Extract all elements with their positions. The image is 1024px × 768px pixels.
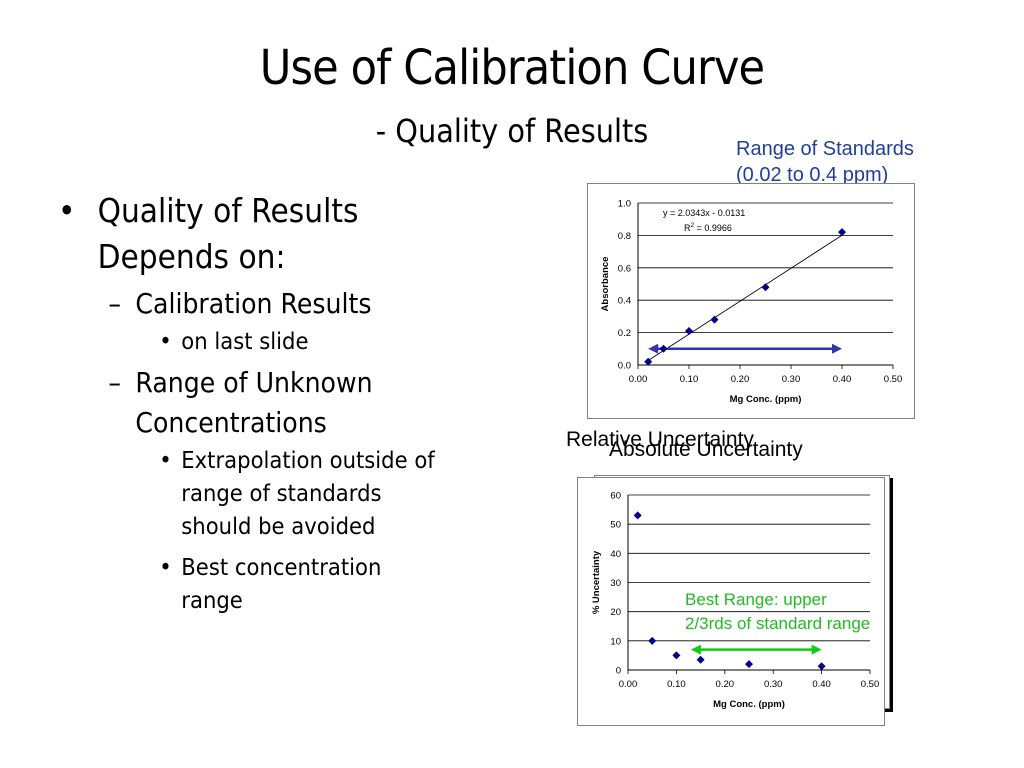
slide-subtitle: - Quality of Results (375, 112, 649, 150)
bullet-text-line: Concentrations (135, 406, 327, 439)
bullet-text-line: range of standards (181, 481, 382, 507)
best-range-arrow (690, 644, 822, 655)
y-tick-label: 20 (610, 607, 621, 618)
y-tick-label: 0.8 (618, 231, 631, 242)
bullet-dash-icon: – (108, 287, 121, 320)
bullet-quality-of-results: • Quality of Results Depends on: (58, 188, 472, 280)
bullet-extrapolation: • Extrapolation outside of range of stan… (58, 445, 481, 544)
bullet-text-line: Quality of Results (97, 191, 359, 230)
bullet-text-line: Range of Unknown (135, 366, 373, 399)
data-point (838, 228, 846, 237)
data-point (696, 655, 705, 664)
y-tick-label: 50 (610, 520, 621, 531)
bullet-dash-icon: – (108, 366, 121, 399)
calibration-chart-frame: 0.0 0.2 0.4 0.6 0.8 1.0 0.00 0.10 0.20 0.30 0.40 0.… (587, 183, 915, 419)
bullet-text-line: should be avoided (181, 514, 376, 540)
uncertainty-chart: 0 10 20 30 40 50 60 0.00 0.10 0.20 0.30 0.40 0.50 Mg … (591, 491, 880, 711)
y-tick-label: 40 (610, 549, 621, 560)
bullet-text-line: range (181, 588, 243, 614)
best-range-arrow-head-left (690, 644, 701, 655)
y-tick-label: 10 (610, 636, 621, 647)
data-point (817, 662, 826, 671)
bullet-text-line: Calibration Results (135, 287, 372, 320)
bullet-text-line: on last slide (181, 329, 309, 355)
y-tick-label: 1.0 (618, 199, 631, 210)
bullet-dot-icon: • (58, 191, 76, 230)
x-axis-label: Mg Conc. (ppm) (730, 394, 802, 405)
bullet-text-line: Extrapolation outside of (181, 448, 435, 474)
bullet-text-line: Depends on: (97, 237, 286, 276)
bullet-range-of-unknown: – Range of Unknown Concentrations (58, 363, 472, 443)
x-axis-label: Mg Conc. (ppm) (713, 699, 785, 710)
best-range-arrow-head-right (811, 644, 822, 655)
y-tick-label: 30 (610, 578, 621, 589)
y-tick-label: 60 (610, 491, 621, 502)
x-tick-label: 0.20 (716, 679, 735, 690)
trendline (647, 234, 843, 361)
r-squared-label: R2 = 0.9966 (684, 222, 732, 233)
calibration-chart: 0.0 0.2 0.4 0.6 0.8 1.0 0.00 0.10 0.20 0.30 0.40 0.… (600, 199, 903, 406)
data-point (685, 326, 693, 335)
data-point (761, 283, 770, 292)
range-of-standards-callout: Range of Standards (0.02 to 0.4 ppm) (736, 136, 914, 188)
x-tick-label: 0.20 (731, 374, 750, 385)
x-tick-label: 0.10 (680, 374, 699, 385)
slide-title: Use of Calibration Curve (259, 40, 765, 96)
bullet-text-line: Best concentration (181, 555, 382, 581)
bullet-calibration-results: – Calibration Results (58, 284, 472, 324)
x-tick-label: 0.30 (764, 679, 783, 690)
data-point (633, 511, 642, 520)
trendline-equation: y = 2.0343x - 0.0131 (663, 208, 745, 218)
data-point (659, 344, 668, 353)
uncertainty-chart-frame: 0 10 20 30 40 50 60 0.00 0.10 0.20 0.30 0.40 0.50 Mg … (577, 477, 885, 726)
absolute-uncertainty-title: Absolute Uncertainty (609, 438, 803, 461)
bullet-dot-icon: • (159, 555, 172, 581)
y-tick-label: 0.4 (618, 296, 631, 307)
bullet-best-concentration: • Best concentration range (58, 552, 481, 618)
x-tick-label: 0.50 (884, 374, 903, 385)
range-arrow-head-left (648, 343, 659, 354)
data-point (710, 315, 719, 324)
callout-line-2: (0.02 to 0.4 ppm) (736, 164, 889, 186)
data-point (672, 651, 681, 660)
data-point (644, 357, 653, 366)
x-tick-label: 0.50 (861, 679, 880, 690)
best-range-note-line-2: 2/3rds of standard range (685, 614, 871, 633)
x-tick-label: 0.40 (812, 679, 831, 690)
relative-uncertainty-title: Relative Uncertainty (566, 428, 754, 451)
y-axis-label: % Uncertainty (591, 550, 602, 614)
bullet-list: • Quality of Results Depends on: – Calib… (58, 188, 518, 618)
x-tick-label: 0.00 (629, 374, 648, 385)
x-tick-label: 0.40 (833, 374, 852, 385)
bullet-dot-icon: • (159, 329, 172, 355)
data-point (648, 636, 657, 645)
data-point (745, 660, 753, 669)
bullet-dot-icon: • (159, 448, 172, 474)
x-tick-label: 0.00 (619, 679, 638, 690)
y-tick-label: 0 (616, 666, 621, 677)
y-axis-label: Absorbance (600, 257, 611, 312)
best-range-note: Best Range: upper 2/3rds of standard ran… (685, 588, 870, 636)
x-tick-label: 0.30 (782, 374, 801, 385)
range-arrow-head-right (832, 343, 842, 354)
y-tick-label: 0.2 (618, 328, 631, 339)
bullet-on-last-slide: • on last slide (58, 326, 481, 359)
y-tick-label: 0.0 (618, 361, 631, 372)
range-arrow (648, 343, 842, 354)
x-tick-label: 0.10 (667, 679, 686, 690)
y-tick-label: 0.6 (618, 263, 631, 274)
best-range-note-line-1: Best Range: upper (685, 590, 827, 609)
callout-line-1: Range of Standards (736, 138, 914, 160)
